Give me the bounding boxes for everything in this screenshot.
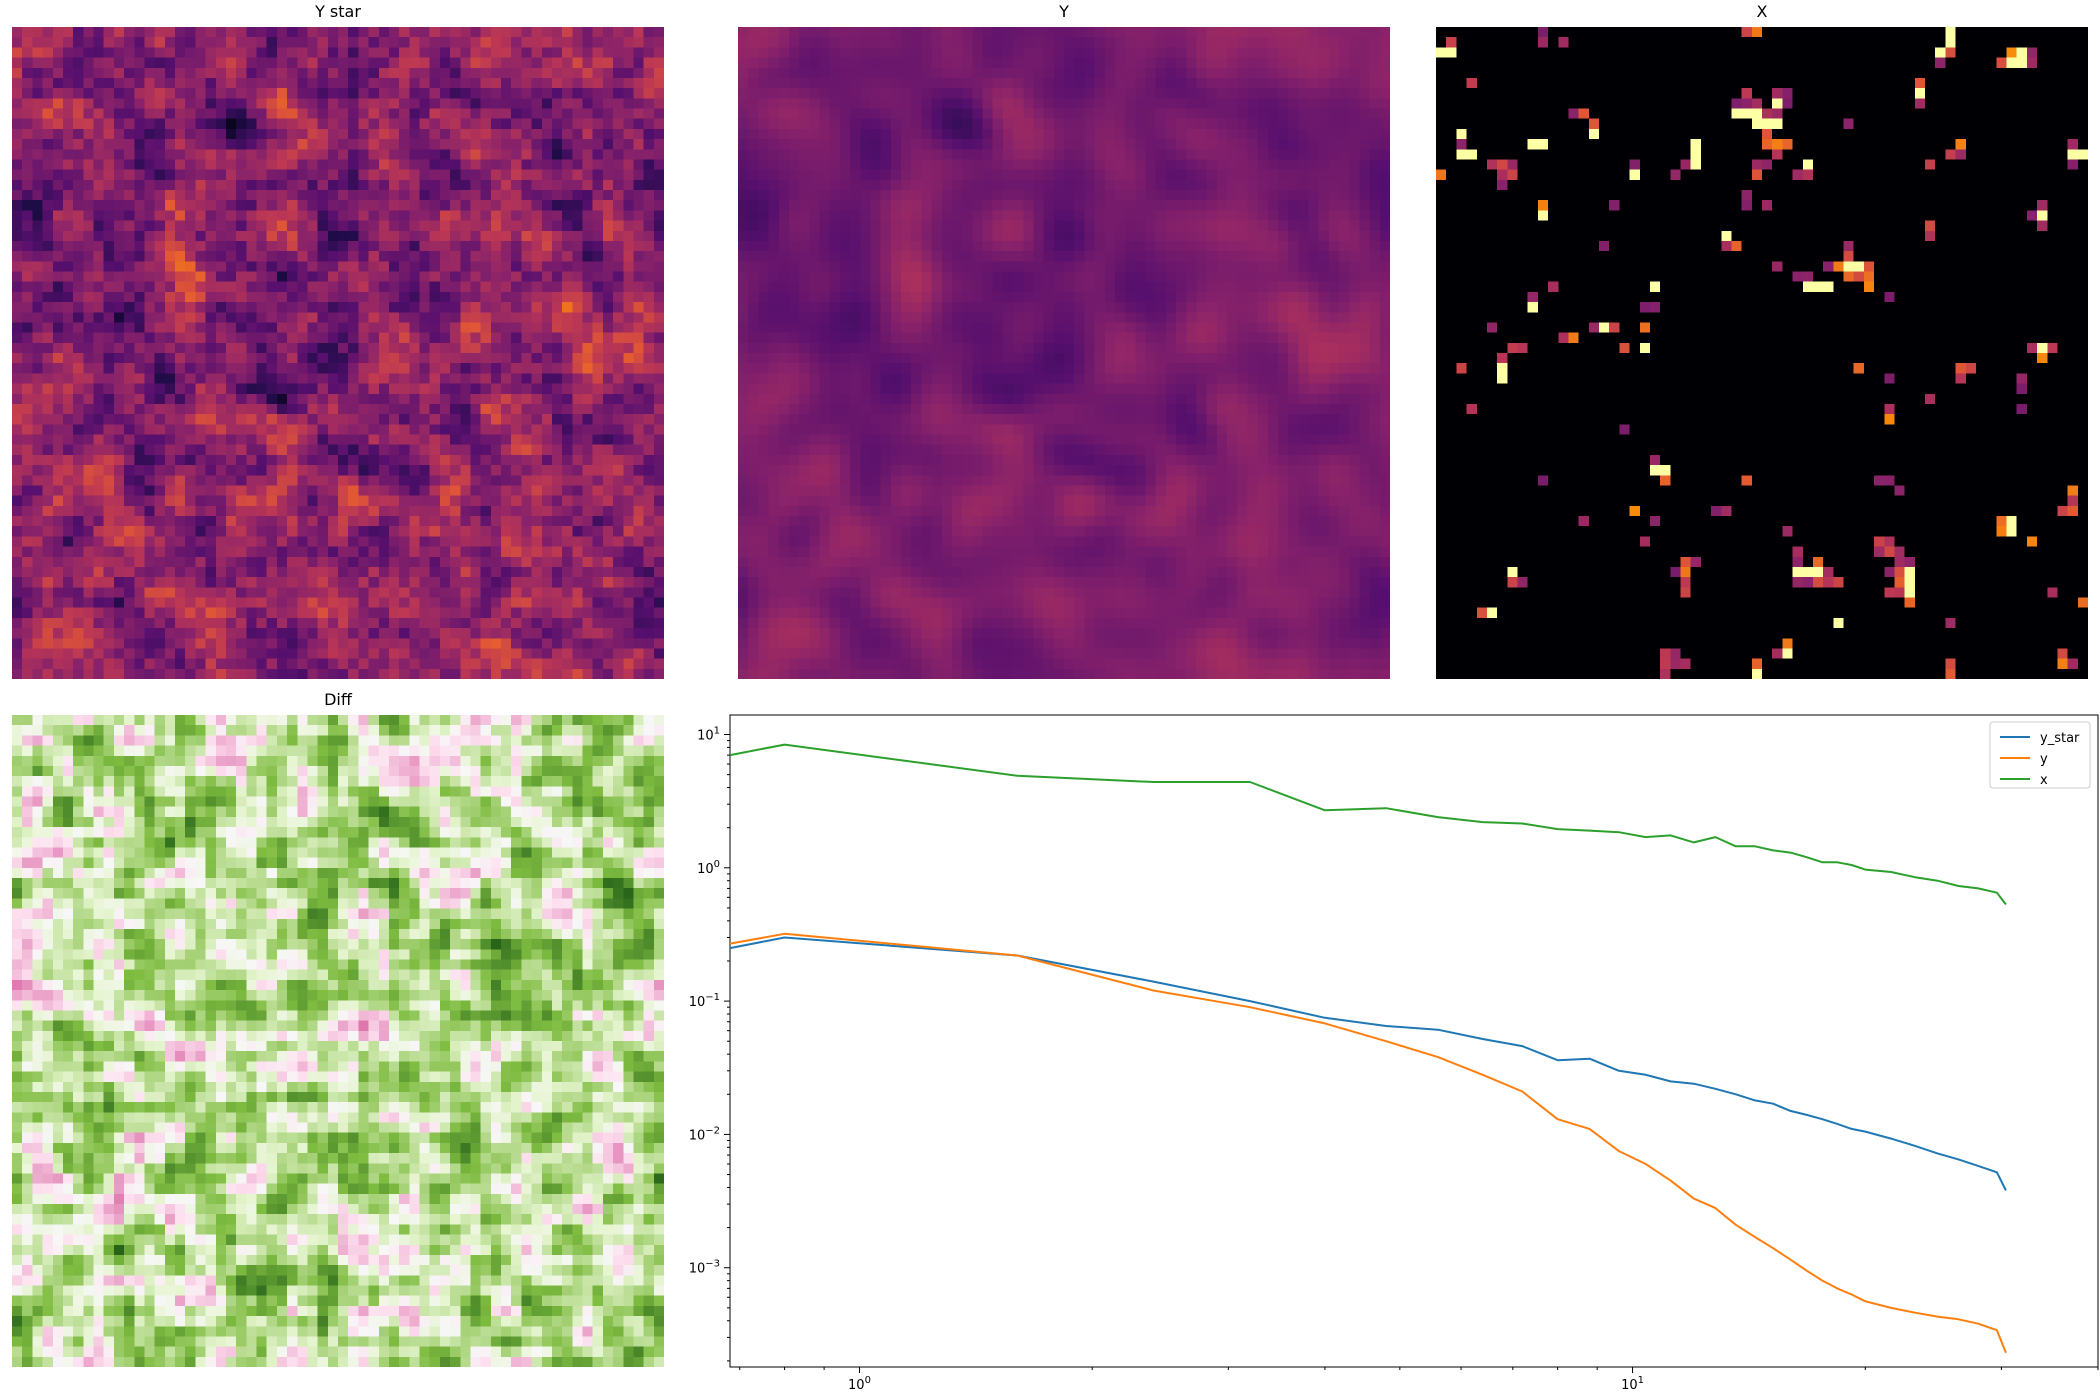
- series-line-y-star: [729, 936, 2007, 1191]
- y-heatmap: [738, 27, 1390, 679]
- y-tick-label: 10−3: [689, 1259, 720, 1277]
- series-line-y: [729, 932, 2007, 1354]
- y-tick-label: 100: [697, 859, 720, 877]
- x-tick-label: 101: [1621, 1375, 1644, 1393]
- x-heatmap: [1436, 27, 2088, 679]
- ystar-title: Y star: [315, 2, 361, 21]
- legend-label: y: [2040, 752, 2048, 767]
- series-line-x: [729, 743, 2007, 906]
- legend-label: y_star: [2040, 731, 2080, 746]
- legend-label: x: [2040, 773, 2048, 788]
- legend-box: [1989, 721, 2091, 789]
- x-tick-label: 100: [848, 1375, 871, 1393]
- y-title: Y: [1059, 2, 1069, 21]
- y-tick-label: 101: [697, 725, 720, 743]
- ystar-heatmap: [12, 27, 664, 679]
- y-tick-label: 10−1: [689, 992, 720, 1010]
- diff-title: Diff: [324, 690, 352, 709]
- y-tick-label: 10−2: [689, 1125, 720, 1143]
- x-title: X: [1756, 2, 1768, 21]
- diff-heatmap: [12, 715, 664, 1367]
